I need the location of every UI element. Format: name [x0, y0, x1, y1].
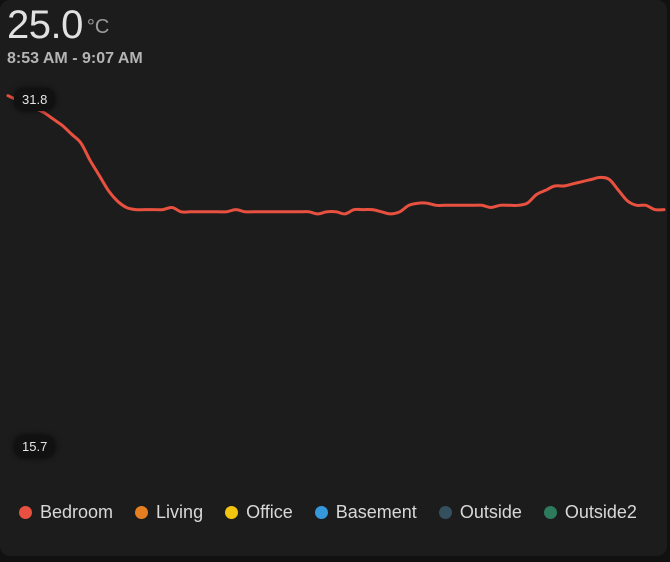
current-value-row: 25.0 °C: [7, 2, 143, 48]
series-line-bedroom[interactable]: [6, 94, 666, 216]
y-axis-min-label: 15.7: [14, 435, 56, 458]
legend-item-office[interactable]: Office: [225, 502, 293, 523]
legend-dot-icon: [225, 506, 239, 519]
card-header: 25.0 °C 8:53 AM - 9:07 AM: [7, 2, 143, 68]
legend-dot-icon: [19, 506, 32, 519]
legend-item-basement[interactable]: Basement: [314, 502, 417, 523]
legend-dot-icon: [135, 506, 149, 519]
legend-label: Outside: [459, 502, 522, 522]
y-axis-max-label: 31.8: [14, 88, 56, 111]
legend-label: Bedroom: [40, 502, 114, 522]
legend-label: Office: [246, 502, 293, 522]
legend-label: Basement: [335, 502, 417, 522]
legend-item-living[interactable]: Living: [135, 502, 203, 523]
legend-item-outside2[interactable]: Outside2: [543, 502, 637, 523]
legend-label: Living: [156, 502, 204, 522]
legend-dot-icon: [438, 506, 452, 519]
legend-label: Outside2: [564, 502, 637, 522]
legend-item-outside[interactable]: Outside: [438, 502, 522, 523]
legend-item-bedroom[interactable]: Bedroom: [19, 502, 113, 523]
chart-series-layer: [6, 94, 666, 216]
legend-dot-icon: [543, 506, 557, 519]
temperature-chart[interactable]: [0, 0, 667, 480]
legend-dot-icon: [314, 506, 328, 519]
time-range: 8:53 AM - 9:07 AM: [7, 50, 143, 67]
temperature-unit: °C: [86, 16, 110, 38]
current-temperature: 25.0: [7, 3, 83, 47]
chart-legend: Bedroom Living Office Basement Outside O…: [19, 502, 637, 523]
